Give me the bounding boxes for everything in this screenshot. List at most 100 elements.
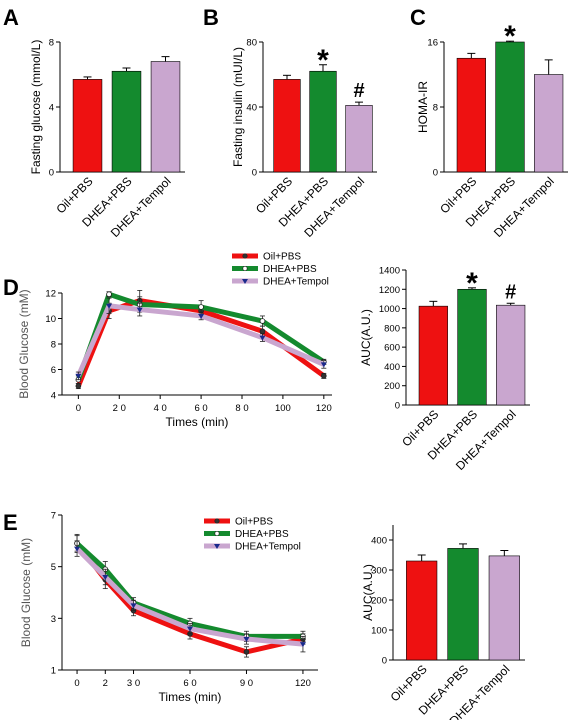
y-tick-label: 0 bbox=[252, 168, 257, 179]
bar bbox=[488, 555, 520, 661]
data-point bbox=[243, 649, 250, 655]
y-axis-title: Fasting insulin (mUI/L) bbox=[231, 47, 245, 167]
bar bbox=[406, 560, 438, 661]
y-tick-label: 6 bbox=[51, 365, 56, 376]
y-tick-label: 4 bbox=[49, 103, 54, 114]
significance-mark: * bbox=[466, 267, 478, 300]
y-axis-title: AUC(A.U.) bbox=[361, 564, 375, 621]
bar bbox=[495, 41, 525, 173]
series-line-dhea bbox=[76, 291, 326, 381]
y-tick-label: 4 bbox=[51, 391, 56, 402]
data-point bbox=[187, 626, 193, 632]
y-tick-label: 40 bbox=[246, 103, 257, 114]
x-tick-label: 4 0 bbox=[154, 403, 167, 414]
bar bbox=[457, 288, 487, 406]
data-point bbox=[106, 291, 112, 298]
legend-label: DHEA+PBS bbox=[263, 264, 317, 275]
bar bbox=[534, 74, 564, 173]
y-tick-label: 300 bbox=[371, 566, 387, 577]
data-point bbox=[74, 546, 81, 552]
y-tick-label: 1 bbox=[51, 666, 56, 677]
legend-label: Oil+PBS bbox=[263, 252, 301, 263]
panel-label-a: A bbox=[3, 5, 19, 30]
y-tick-label: 5 bbox=[51, 562, 56, 573]
x-tick-label: 2 0 bbox=[113, 403, 126, 414]
x-tick-label: 0 bbox=[74, 678, 79, 689]
y-tick-label: 8 bbox=[49, 38, 54, 49]
series-line-tempol bbox=[75, 546, 304, 647]
data-point bbox=[198, 304, 204, 310]
y-tick-label: 100 bbox=[371, 626, 387, 637]
y-tick-label: 0 bbox=[49, 168, 54, 179]
y-tick-label: 1200 bbox=[379, 285, 400, 296]
data-point bbox=[321, 373, 327, 379]
y-tick-label: 8 bbox=[433, 103, 438, 114]
y-tick-label: 800 bbox=[384, 323, 400, 334]
x-tick-label: 120 bbox=[316, 403, 332, 414]
itt-auc-chart: 0100200300400Oil+PBSDHEA+PBSDHEA+TempolA… bbox=[361, 525, 525, 720]
x-tick-label: 8 0 bbox=[235, 403, 248, 414]
bar bbox=[456, 57, 486, 173]
y-tick-label: 12 bbox=[45, 289, 56, 300]
panel-label-c: C bbox=[410, 5, 426, 30]
fasting-insulin-chart: 04080Oil+PBS*DHEA+PBS#DHEA+TempolFasting… bbox=[231, 38, 377, 240]
legend-marker bbox=[214, 544, 220, 549]
x-tick-label: 2 bbox=[103, 678, 108, 689]
y-tick-label: 200 bbox=[371, 596, 387, 607]
x-tick-label: 0 bbox=[76, 403, 81, 414]
data-point bbox=[299, 642, 306, 648]
data-point bbox=[259, 318, 266, 324]
y-axis-title: Blood Glucose (mM) bbox=[19, 538, 33, 647]
y-tick-label: 3 bbox=[51, 614, 56, 625]
y-axis-title: Fasting glucose (mmol/L) bbox=[29, 40, 43, 175]
series-line-tempol bbox=[76, 303, 325, 377]
y-tick-label: 16 bbox=[427, 38, 438, 49]
legend-marker bbox=[242, 253, 248, 259]
data-point bbox=[259, 335, 266, 341]
x-tick-label: 120 bbox=[295, 678, 311, 689]
significance-mark: # bbox=[505, 281, 516, 303]
y-axis-title: HOMA-IR bbox=[416, 81, 430, 133]
y-tick-label: 0 bbox=[382, 656, 387, 667]
y-tick-label: 1400 bbox=[379, 266, 400, 277]
data-point bbox=[136, 307, 143, 313]
itt-line-chart: 1 3 5 7 0 2 3 0 6 0 9 0 120 Times (min) Blood Gluco… bbox=[19, 511, 318, 704]
legend-marker bbox=[214, 518, 220, 524]
data-point bbox=[75, 383, 82, 389]
bar bbox=[345, 105, 373, 173]
bar bbox=[273, 79, 301, 173]
panel-label-e: E bbox=[3, 510, 18, 535]
legend-label: DHEA+Tempol bbox=[235, 542, 301, 553]
panel-label-d: D bbox=[3, 275, 19, 300]
significance-mark: * bbox=[504, 20, 516, 53]
legend-label: Oil+PBS bbox=[235, 517, 273, 528]
x-axis-title: Times (min) bbox=[159, 690, 222, 704]
bar bbox=[496, 304, 526, 406]
x-tick-label: 6 0 bbox=[194, 403, 207, 414]
bar bbox=[111, 70, 142, 173]
panel-label-b: B bbox=[203, 5, 219, 30]
y-tick-label: 400 bbox=[371, 536, 387, 547]
data-point bbox=[106, 303, 113, 309]
y-tick-label: 80 bbox=[246, 38, 257, 49]
gtt-auc-chart: 0200400600800100012001400Oil+PBS*DHEA+PB… bbox=[359, 266, 530, 473]
y-tick-label: 7 bbox=[51, 511, 56, 522]
legend-label: DHEA+Tempol bbox=[263, 277, 329, 288]
significance-mark: # bbox=[353, 80, 364, 102]
data-point bbox=[198, 313, 205, 319]
bar bbox=[150, 61, 181, 173]
x-tick-label: 100 bbox=[275, 403, 291, 414]
data-point bbox=[320, 362, 327, 368]
series-line-dhea bbox=[75, 541, 303, 639]
x-axis-title: Times (min) bbox=[166, 415, 229, 429]
data-point bbox=[102, 575, 109, 580]
category-label: Oil+PBS bbox=[388, 662, 430, 704]
data-point bbox=[130, 603, 137, 609]
y-tick-label: 0 bbox=[433, 168, 438, 179]
bar bbox=[418, 305, 448, 406]
legend-marker bbox=[242, 265, 248, 272]
